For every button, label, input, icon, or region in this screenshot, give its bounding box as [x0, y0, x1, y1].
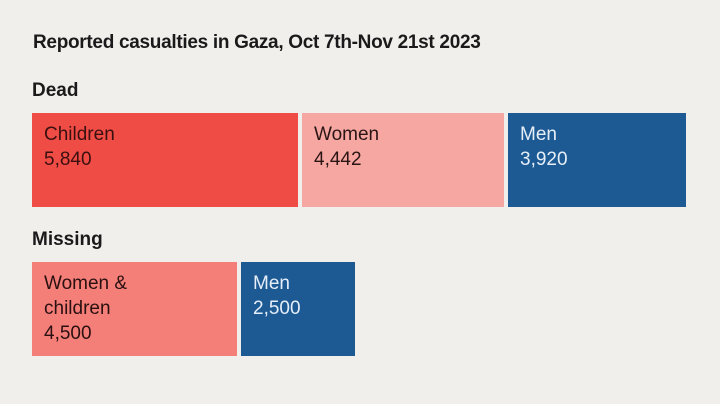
section-label-dead: Dead [32, 80, 79, 101]
bar-value-label: 4,442 [314, 149, 362, 170]
bar-dead-women: Women 4,442 [302, 113, 504, 207]
chart-title: Reported casualties in Gaza, Oct 7th-Nov… [33, 32, 481, 53]
bar-dead-men: Men 3,920 [508, 113, 686, 207]
missing-bar-row: Women & children 4,500 Men 2,500 [32, 262, 355, 356]
bar-value-label: 3,920 [520, 149, 568, 170]
bar-label: Men [253, 273, 290, 294]
bar-label: Children [44, 124, 115, 145]
bar-value-label: 5,840 [44, 149, 92, 170]
bar-value-label: 2,500 [253, 298, 301, 319]
bar-missing-men: Men 2,500 [241, 262, 355, 356]
bar-label: Women & children [44, 273, 128, 319]
bar-missing-women-children: Women & children 4,500 [32, 262, 237, 356]
section-label-missing: Missing [32, 229, 103, 250]
bar-label: Women [314, 124, 380, 145]
bar-label: Men [520, 124, 557, 145]
bar-value-label: 4,500 [44, 323, 92, 344]
bar-dead-children: Children 5,840 [32, 113, 298, 207]
dead-bar-row: Children 5,840 Women 4,442 Men 3,920 [32, 113, 686, 207]
